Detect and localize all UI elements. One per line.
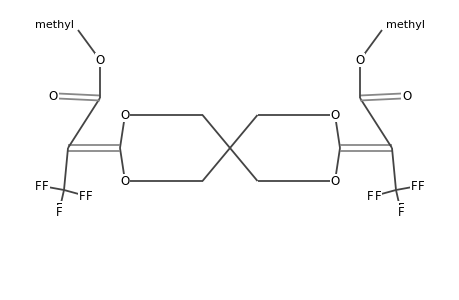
Text: F: F <box>56 202 62 214</box>
Text: O: O <box>355 53 364 67</box>
Text: O: O <box>330 109 339 122</box>
Text: F: F <box>35 179 42 193</box>
Text: methyl: methyl <box>385 20 424 30</box>
Text: F: F <box>367 190 373 202</box>
Text: O: O <box>120 109 129 122</box>
Text: F: F <box>397 202 403 214</box>
Text: O: O <box>49 89 58 103</box>
Text: F: F <box>374 190 380 202</box>
Text: F: F <box>86 190 92 202</box>
Text: O: O <box>95 53 104 67</box>
Text: F: F <box>42 179 49 193</box>
Text: methyl: methyl <box>35 20 74 30</box>
Text: O: O <box>401 89 410 103</box>
Text: O: O <box>120 175 129 188</box>
Text: F: F <box>417 179 424 193</box>
Text: F: F <box>397 206 403 218</box>
Text: F: F <box>410 179 417 193</box>
Text: F: F <box>56 206 62 218</box>
Text: F: F <box>79 190 85 202</box>
Text: O: O <box>330 175 339 188</box>
